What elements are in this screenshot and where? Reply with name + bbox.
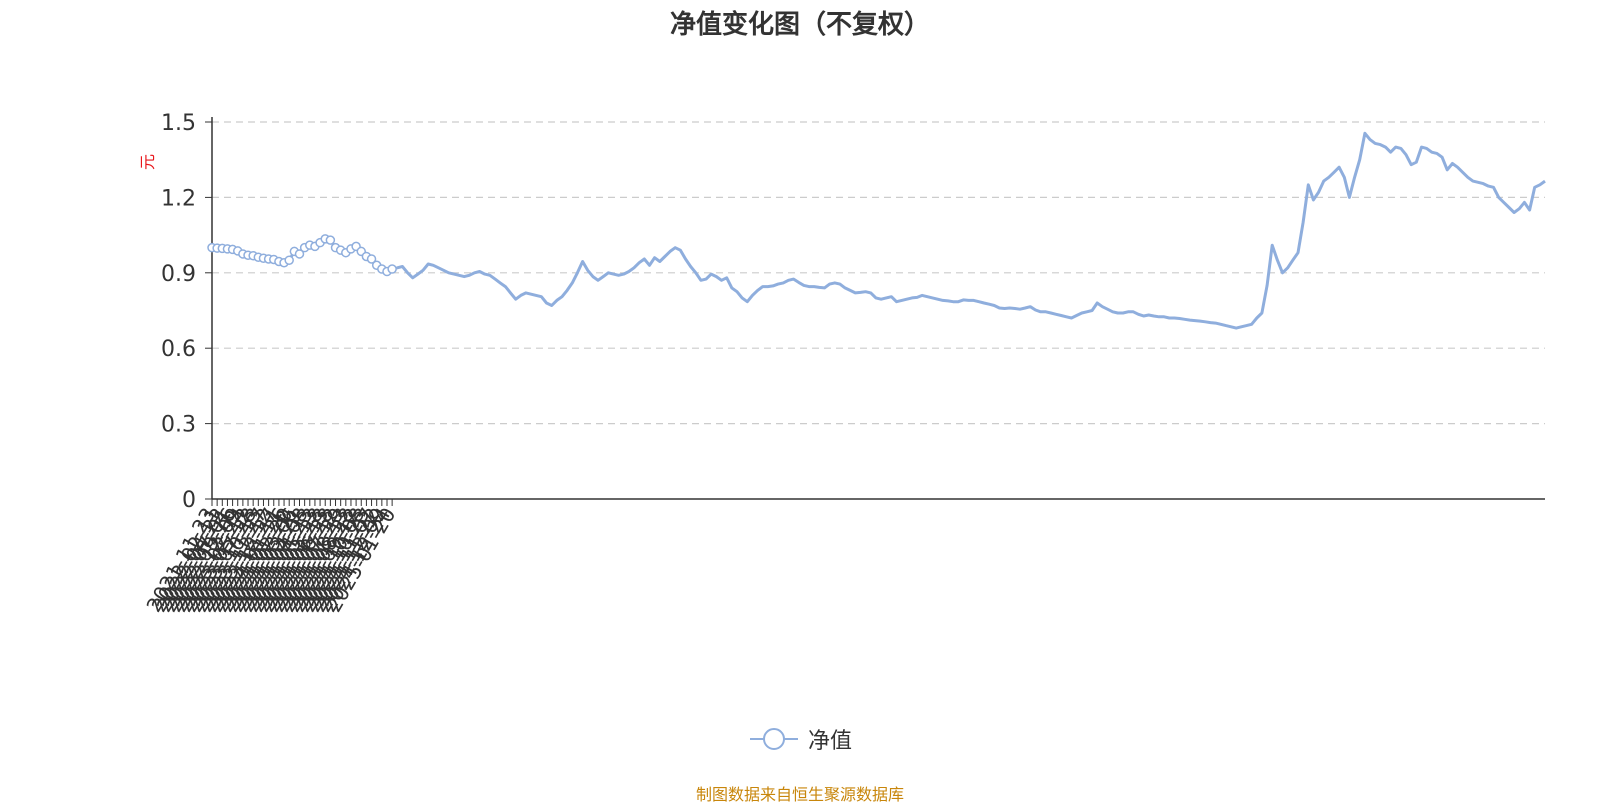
y-tick-label: 1.5 bbox=[161, 111, 196, 136]
y-tick-label: 0.6 bbox=[161, 337, 196, 362]
y-tick-label: 0.9 bbox=[161, 262, 196, 287]
y-tick-label: 0.3 bbox=[161, 413, 196, 438]
y-axis-label: 元 bbox=[138, 154, 157, 170]
series-line bbox=[211, 131, 1546, 330]
axes bbox=[205, 117, 1545, 506]
legend-label: 净值 bbox=[808, 729, 853, 754]
chart-title: 净值变化图（不复权） bbox=[669, 10, 930, 40]
y-tick-labels: 0 0.3 0.6 0.9 1.2 1.5 bbox=[161, 111, 196, 513]
legend-line-marker-icon bbox=[750, 728, 798, 750]
legend[interactable]: 净值 bbox=[748, 724, 852, 754]
x-tick-labels: 2021-11-232022-02-112022-04-222022-07-01… bbox=[141, 504, 400, 617]
data-point-marker bbox=[366, 254, 377, 264]
data-point-marker bbox=[387, 264, 397, 274]
y-tick-label: 0 bbox=[182, 488, 196, 513]
data-point-marker bbox=[294, 249, 305, 259]
series-navps bbox=[207, 131, 1546, 330]
source-note: 制图数据来自恒生聚源数据库 bbox=[695, 785, 904, 804]
grid-lines bbox=[212, 121, 1545, 425]
data-point-marker bbox=[284, 255, 294, 265]
data-point-marker bbox=[325, 235, 336, 245]
y-tick-label: 1.2 bbox=[161, 186, 196, 211]
